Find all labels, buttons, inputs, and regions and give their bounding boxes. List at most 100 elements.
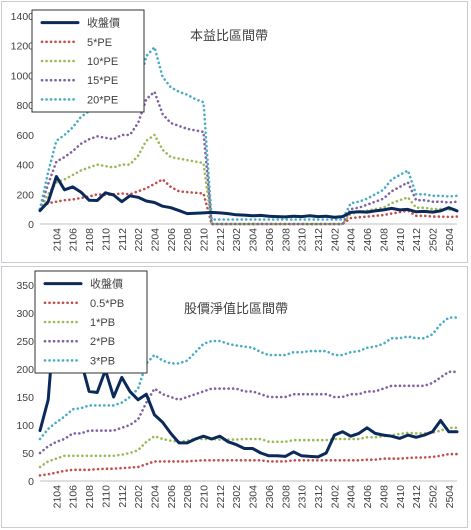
- y-tick-label: 0: [28, 476, 34, 488]
- x-tick-label: 2412: [411, 228, 423, 252]
- series-line-0: [38, 175, 459, 219]
- y-tick-label: 400: [16, 160, 34, 172]
- legend-label: 10*PE: [87, 56, 118, 68]
- x-tick-label: 2106: [68, 228, 80, 252]
- x-tick-label: 2504: [444, 485, 456, 509]
- x-tick-label: 2410: [395, 228, 407, 252]
- legend-label: 3*PB: [90, 355, 115, 367]
- x-tick-label: 2402: [329, 485, 341, 509]
- pb-band-chart: 股價淨值比區間帶 0 50 100 150 200 250 300 350 2104 2106 21…: [1, 266, 468, 528]
- series-line-3: [38, 90, 459, 226]
- legend-item: 10*PE: [40, 56, 118, 68]
- x-tick-label: 2212: [215, 485, 227, 509]
- x-tick-label: 2408: [378, 228, 390, 252]
- x-tick-label: 2412: [411, 485, 423, 509]
- series-group: [38, 294, 459, 477]
- legend-item: 收盤價: [40, 16, 120, 30]
- x-tick-label: 2310: [297, 228, 309, 252]
- y-tick-label: 150: [16, 392, 34, 404]
- y-tick-label: 50: [22, 448, 34, 460]
- x-tick-label: 2112: [117, 485, 129, 508]
- x-tick-label: 2502: [427, 228, 439, 252]
- x-tick-label: 2110: [100, 228, 112, 251]
- legend-item: 3*PB: [43, 355, 115, 367]
- y-tick-label: 800: [16, 100, 34, 112]
- x-tick-label: 2504: [444, 228, 456, 252]
- y-tick-label: 300: [16, 308, 34, 320]
- x-tick-label: 2312: [313, 485, 325, 509]
- x-tick-label: 2502: [427, 485, 439, 509]
- x-tick-label: 2410: [395, 485, 407, 509]
- chart-title: 本益比區間帶: [190, 28, 268, 43]
- legend-item: 收盤價: [43, 277, 123, 291]
- y-tick-label: 1000: [11, 70, 35, 82]
- x-tick-label: 2308: [280, 228, 292, 252]
- x-tick-label: 2408: [378, 485, 390, 509]
- legend-label: 15*PE: [87, 75, 118, 87]
- chart-title: 股價淨值比區間帶: [184, 301, 288, 316]
- x-tick-label: 2112: [117, 228, 129, 251]
- y-tick-label: 0: [28, 219, 34, 231]
- x-tick-label: 2208: [182, 228, 194, 252]
- x-tick-label: 2108: [84, 228, 96, 252]
- x-tick-label: 2302: [231, 228, 243, 252]
- legend: 收盤價 5*PE 10*PE 15*PE 20*PE: [31, 9, 145, 113]
- series-line-0: [38, 294, 459, 459]
- legend-label: 收盤價: [87, 16, 120, 30]
- x-tick-label: 2210: [199, 228, 211, 252]
- x-tick-label: 2402: [329, 228, 341, 252]
- y-tick-label: 600: [16, 130, 34, 142]
- x-tick-label: 2308: [280, 485, 292, 509]
- x-tick-label: 2304: [248, 485, 260, 509]
- x-tick-label: 2108: [84, 485, 96, 509]
- x-tick-label: 2202: [133, 228, 145, 252]
- x-tick-label: 2204: [149, 485, 161, 509]
- x-tick-label: 2206: [166, 228, 178, 252]
- x-tick-label: 2110: [100, 485, 112, 508]
- x-tick-label: 2104: [51, 228, 63, 252]
- pb-band-chart-svg: 股價淨值比區間帶 0 50 100 150 200 250 300 350 2104 2106 21…: [16, 270, 459, 509]
- legend-label: 2*PB: [90, 336, 115, 348]
- y-tick-label: 1400: [11, 11, 35, 23]
- legend-item: 2*PB: [43, 336, 115, 348]
- x-tick-label: 2212: [215, 228, 227, 252]
- pe-band-chart: 本益比區間帶 0 200 400 600 800 1000 1200 1400 2104 2106…: [1, 1, 468, 263]
- legend-label: 20*PE: [87, 94, 118, 106]
- legend-label: 收盤價: [90, 277, 123, 291]
- pe-band-chart-svg: 本益比區間帶 0 200 400 600 800 1000 1200 1400 2104 2106…: [11, 9, 459, 252]
- x-tick-label: 2204: [149, 228, 161, 252]
- x-tick-label: 2208: [182, 485, 194, 509]
- x-tick-label: 2406: [362, 228, 374, 252]
- x-tick-label: 2312: [313, 228, 325, 252]
- y-tick-label: 100: [16, 420, 34, 432]
- y-tick-label: 200: [16, 364, 34, 376]
- y-tick-label: 350: [16, 280, 34, 292]
- x-tick-label: 2310: [297, 485, 309, 509]
- series-line-1: [38, 178, 459, 226]
- x-tick-label: 2404: [346, 228, 358, 252]
- x-tick-label: 2306: [264, 485, 276, 509]
- legend-item: 0.5*PB: [43, 298, 124, 310]
- legend-label: 0.5*PB: [90, 298, 124, 310]
- series-line-1: [38, 452, 459, 477]
- x-tick-label: 2210: [199, 485, 211, 509]
- legend-item: 15*PE: [40, 75, 118, 87]
- x-tick-label: 2306: [264, 228, 276, 252]
- series-line-4: [38, 316, 459, 441]
- x-tick-label: 2202: [133, 485, 145, 509]
- y-tick-label: 200: [16, 189, 34, 201]
- y-tick-label: 250: [16, 336, 34, 348]
- x-tick-label: 2206: [166, 485, 178, 509]
- series-line-2: [38, 426, 459, 469]
- x-tick-label: 2404: [346, 485, 358, 509]
- x-tick-label: 2304: [248, 228, 260, 252]
- legend-item: 1*PB: [43, 317, 115, 329]
- y-tick-label: 1200: [11, 41, 35, 53]
- series-line-2: [38, 133, 459, 226]
- legend-item: 5*PE: [40, 37, 112, 49]
- legend: 收盤價 0.5*PB 1*PB 2*PB 3*PB: [34, 270, 148, 374]
- x-tick-label: 2406: [362, 485, 374, 509]
- series-line-3: [38, 370, 459, 455]
- x-tick-label: 2106: [68, 485, 80, 509]
- legend-label: 5*PE: [87, 37, 112, 49]
